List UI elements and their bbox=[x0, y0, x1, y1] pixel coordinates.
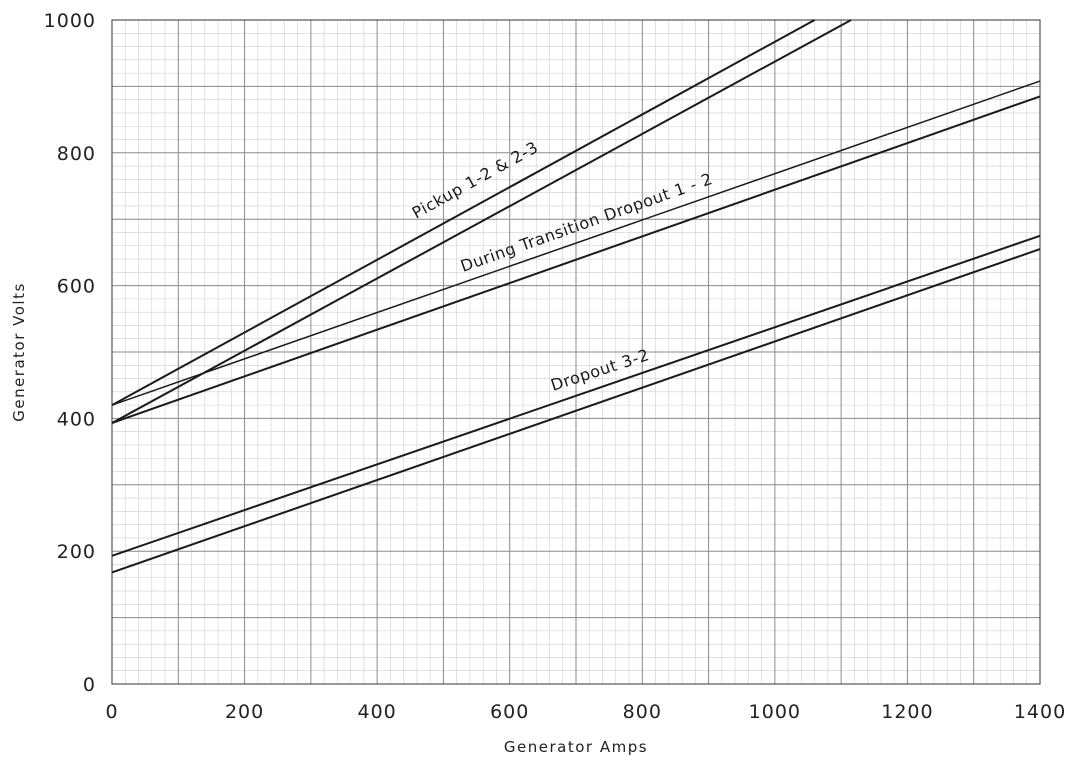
x-tick-label: 400 bbox=[358, 701, 397, 723]
x-tick-label: 1000 bbox=[749, 701, 801, 723]
x-tick-label: 1200 bbox=[881, 701, 933, 723]
series-line-5 bbox=[111, 248, 1041, 574]
x-tick-labels: 0 200 400 600 800 1000 1200 1400 bbox=[105, 701, 1066, 723]
x-tick-label: 200 bbox=[225, 701, 264, 723]
series-group bbox=[111, 19, 1041, 574]
series-line-3 bbox=[111, 95, 1041, 424]
grid-major bbox=[111, 19, 1041, 685]
y-tick-label: 1000 bbox=[44, 10, 96, 32]
x-tick-label: 800 bbox=[623, 701, 662, 723]
y-tick-label: 400 bbox=[57, 408, 96, 430]
x-tick-label: 1400 bbox=[1014, 701, 1066, 723]
x-tick-label: 0 bbox=[105, 701, 118, 723]
y-tick-label: 600 bbox=[57, 276, 96, 298]
y-tick-label: 0 bbox=[83, 674, 96, 696]
x-axis-label: Generator Amps bbox=[504, 738, 648, 756]
series-line-2 bbox=[111, 80, 1041, 406]
series-line-0 bbox=[111, 19, 816, 406]
y-tick-label: 200 bbox=[57, 541, 96, 563]
series-line-1 bbox=[111, 19, 852, 424]
y-tick-label: 800 bbox=[57, 143, 96, 165]
plot-frame bbox=[111, 19, 1041, 685]
series-line-4 bbox=[111, 234, 1041, 557]
x-tick-label: 600 bbox=[490, 701, 529, 723]
y-axis-label: Generator Volts bbox=[10, 282, 28, 422]
y-tick-labels: 0 200 400 600 800 1000 bbox=[44, 10, 96, 696]
